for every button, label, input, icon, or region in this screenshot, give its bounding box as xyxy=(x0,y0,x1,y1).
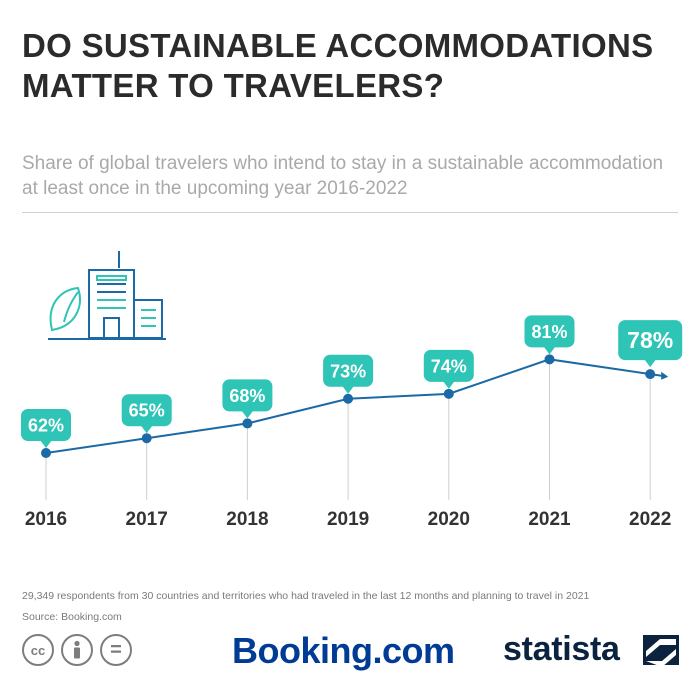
data-label-text: 68% xyxy=(229,386,265,406)
cc-icon[interactable]: cc xyxy=(22,634,54,666)
data-point[interactable] xyxy=(141,433,152,444)
data-label: 78% xyxy=(618,320,683,368)
data-point[interactable] xyxy=(443,388,454,399)
statista-mark-icon xyxy=(643,635,679,665)
x-tick-label: 2021 xyxy=(528,509,571,530)
data-point[interactable] xyxy=(242,418,253,429)
label-pointer xyxy=(140,425,153,434)
data-point[interactable] xyxy=(544,354,555,365)
source-text: Source: Booking.com xyxy=(22,611,122,623)
data-point[interactable] xyxy=(645,369,656,380)
data-label-text: 62% xyxy=(28,416,64,436)
divider xyxy=(22,212,678,213)
sustainable-building-icon xyxy=(48,251,166,340)
nd-equal-icon[interactable]: = xyxy=(100,634,132,666)
data-label-text: 65% xyxy=(129,401,165,421)
by-attribution-icon[interactable] xyxy=(61,634,93,666)
data-label: 74% xyxy=(423,349,474,389)
booking-logo[interactable]: Booking.com xyxy=(232,630,455,671)
data-label-text: 73% xyxy=(330,361,366,381)
chart-subtitle: Share of global travelers who intend to … xyxy=(22,153,664,199)
label-bubble xyxy=(423,349,474,382)
label-bubble xyxy=(222,379,273,412)
data-label: 65% xyxy=(121,394,172,434)
line-chart: 62% 65% 68% 73% 74% 81% 78% 2016 2017 2018 2019 20… xyxy=(21,251,683,530)
data-point[interactable] xyxy=(41,448,51,458)
data-point[interactable] xyxy=(343,393,354,404)
data-label-text: 81% xyxy=(531,322,567,342)
data-label: 68% xyxy=(222,379,273,419)
label-pointer xyxy=(342,385,355,394)
label-pointer xyxy=(543,346,556,355)
series-line xyxy=(45,358,665,454)
chart-title: DO SUSTAINABLE ACCOMMODATIONS MATTER TO … xyxy=(22,27,654,104)
footnote: 29,349 respondents from 30 countries and… xyxy=(22,590,590,602)
data-label: 73% xyxy=(323,354,374,394)
license-icons: cc = xyxy=(22,634,132,666)
x-tick-label: 2018 xyxy=(226,509,268,530)
x-tick-label: 2022 xyxy=(629,509,671,530)
label-bubble xyxy=(524,315,575,348)
label-bubble xyxy=(121,394,172,427)
x-tick-label: 2019 xyxy=(327,509,369,530)
data-label-text: 78% xyxy=(627,327,673,353)
data-label: 81% xyxy=(524,315,575,355)
data-label-text: 74% xyxy=(431,356,467,376)
data-label: 62% xyxy=(21,409,71,448)
label-pointer xyxy=(40,440,52,448)
x-tick-label: 2020 xyxy=(428,509,470,530)
series-arrow xyxy=(661,371,669,380)
label-bubble xyxy=(21,409,71,441)
x-tick-label: 2017 xyxy=(126,509,168,530)
label-pointer xyxy=(241,410,254,419)
statista-logo[interactable]: statista xyxy=(503,630,620,668)
label-pointer xyxy=(442,380,455,389)
x-tick-label: 2016 xyxy=(25,509,67,530)
label-bubble xyxy=(618,320,683,361)
label-bubble xyxy=(323,354,374,387)
label-pointer xyxy=(644,359,657,368)
